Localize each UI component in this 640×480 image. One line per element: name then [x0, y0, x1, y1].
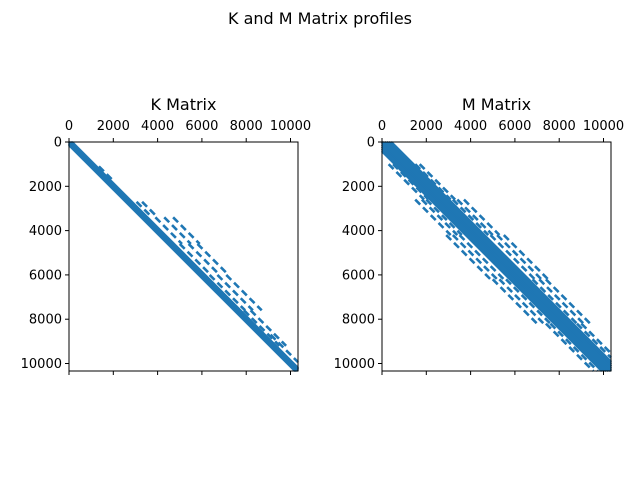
k-matrix-title: K Matrix: [151, 95, 217, 114]
k-ytick-label-3: 6000: [29, 268, 62, 283]
m-band-0-1: [380, 147, 606, 373]
k-matrix-frame: [68, 141, 299, 372]
m-band-1-1: [392, 163, 430, 201]
m-band-2-5: [463, 198, 501, 236]
k-ytick-label-2: 4000: [29, 224, 62, 239]
m-band-2-1: [420, 198, 459, 236]
k-ytick-label-5: 10000: [21, 357, 62, 372]
k-band-4-1: [187, 242, 221, 276]
m-band-2-2: [425, 198, 463, 236]
k-matrix-marks: [67, 140, 300, 373]
k-band-3-1: [163, 216, 192, 245]
m-band-1-3: [418, 163, 457, 201]
k-xtick-label-1: 2000: [97, 119, 130, 134]
k-matrix-ticks: 0 2000 4000 6000 8000 10000 0 2000 4000 6000 8000 1…: [21, 119, 311, 375]
m-matrix-panel: M Matrix 0 2000 4000 6000 8000 10000 0 2000 4000…: [334, 95, 624, 375]
k-band-7-0: [269, 333, 299, 364]
m-band-0-0: [380, 149, 604, 373]
m-xtick-label-1: 2000: [410, 119, 443, 134]
k-xtick-label-5: 10000: [270, 119, 311, 134]
m-ytick-label-4: 8000: [342, 313, 375, 328]
m-xtick-label-3: 6000: [498, 119, 531, 134]
k-xtick-label-2: 4000: [141, 119, 174, 134]
m-ytick-label-0: 0: [367, 136, 375, 151]
k-band-4-2: [196, 242, 230, 276]
k-band-6-1: [249, 309, 288, 347]
m-band-1-0: [387, 163, 426, 201]
k-band-4-0: [178, 242, 212, 276]
m-band-2-4: [456, 198, 494, 236]
k-band-3-2: [172, 216, 201, 245]
m-band-5-2: [576, 322, 612, 359]
k-band-5-0: [208, 273, 247, 312]
k-band-2-0: [135, 200, 151, 217]
m-ytick-label-1: 2000: [342, 180, 375, 195]
m-matrix-frame: [381, 141, 612, 372]
m-band-5-0: [545, 322, 595, 372]
k-band-3-0: [154, 216, 183, 245]
k-ytick-label-1: 2000: [29, 180, 62, 195]
m-matrix-title: M Matrix: [462, 95, 531, 114]
k-ytick-label-0: 0: [54, 136, 62, 151]
k-band-1-0: [97, 165, 116, 183]
m-band-0-2: [380, 145, 608, 373]
m-band-0-3: [380, 143, 610, 373]
m-xtick-label-0: 0: [378, 119, 386, 134]
k-band-5-1: [216, 273, 254, 312]
m-matrix-marks: [380, 140, 613, 373]
k-band-0-4: [70, 140, 300, 370]
k-matrix-panel: K Matrix 0 2000 4000 6000 8000 10000 0 2000 4000…: [21, 95, 311, 375]
k-xtick-label-0: 0: [65, 119, 73, 134]
k-xtick-label-4: 8000: [230, 119, 263, 134]
m-ytick-label-5: 10000: [334, 357, 375, 372]
m-band-0-7: [387, 140, 613, 366]
m-matrix-ticks: 0 2000 4000 6000 8000 10000 0 2000 4000 6000 8000 1…: [334, 119, 624, 375]
m-band-0-4: [380, 140, 613, 373]
m-band-0-6: [385, 140, 613, 368]
k-xtick-label-3: 6000: [185, 119, 218, 134]
m-band-5-1: [549, 322, 599, 372]
m-band-0-8: [389, 140, 613, 364]
k-band-5-2: [225, 273, 263, 312]
m-band-2-0: [414, 198, 452, 236]
m-xtick-label-4: 8000: [543, 119, 576, 134]
figure-title: K and M Matrix profiles: [228, 9, 412, 28]
m-ytick-label-2: 4000: [342, 224, 375, 239]
k-band-6-0: [243, 309, 281, 347]
m-ytick-label-3: 6000: [342, 268, 375, 283]
m-band-1-2: [414, 163, 452, 201]
m-band-2-3: [451, 198, 490, 236]
m-band-5-3: [580, 322, 612, 355]
m-xtick-label-5: 10000: [583, 119, 624, 134]
k-band-2-1: [141, 200, 157, 217]
m-xtick-label-2: 4000: [454, 119, 487, 134]
m-band-0-5: [383, 140, 613, 370]
k-ytick-label-4: 8000: [29, 313, 62, 328]
